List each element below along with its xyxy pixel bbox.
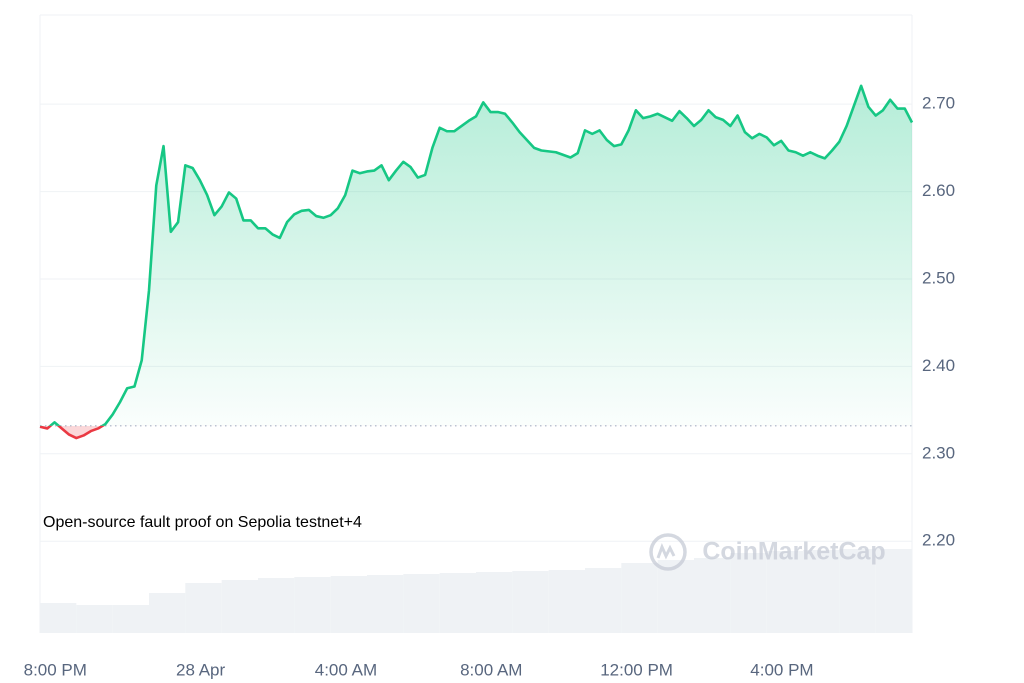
y-tick-label: 2.70	[922, 94, 955, 113]
area-up	[50, 85, 912, 426]
y-tick-label: 2.30	[922, 443, 955, 462]
volume-bar	[476, 572, 513, 633]
line-layer	[39, 84, 914, 440]
x-tick-label: 28 Apr	[176, 660, 225, 679]
volume-bar	[149, 593, 186, 633]
volume-bar	[512, 571, 549, 633]
volume-bar	[403, 574, 440, 633]
volume-bar	[803, 550, 840, 633]
volume-bar	[839, 549, 876, 633]
x-tick-label: 8:00 PM	[24, 660, 87, 679]
watermark-logo	[656, 542, 676, 560]
volume-bar	[875, 549, 912, 633]
volume-bar	[40, 603, 77, 633]
volume-bar	[258, 578, 295, 633]
volume-bar	[112, 605, 149, 633]
y-tick-label: 2.50	[922, 268, 955, 287]
watermark-logo	[649, 533, 687, 571]
volume-bar	[585, 568, 622, 633]
volume-bar	[330, 576, 367, 633]
volume-bar	[294, 577, 331, 633]
x-tick-label: 8:00 AM	[460, 660, 522, 679]
volume-bar	[221, 580, 258, 633]
price-line-up	[40, 84, 914, 426]
watermark: CoinMarketCap	[649, 533, 886, 571]
y-tick-label: 2.60	[922, 181, 955, 200]
volume-bar	[76, 605, 113, 633]
x-tick-label: 4:00 AM	[315, 660, 377, 679]
volume-bar	[548, 570, 585, 633]
x-tick-label: 12:00 PM	[600, 660, 673, 679]
volume-bar	[730, 553, 767, 633]
volume-bar	[621, 563, 658, 633]
y-tick-label: 2.20	[922, 531, 955, 550]
volume-bar	[185, 583, 222, 633]
volume-bar	[766, 551, 803, 633]
volume-bar	[439, 573, 476, 633]
x-tick-label: 4:00 PM	[750, 660, 813, 679]
volume-bar	[657, 560, 694, 633]
y-tick-label: 2.40	[922, 356, 955, 375]
volume-bar	[367, 575, 404, 633]
watermark-text: CoinMarketCap	[702, 538, 885, 566]
annotation: Open-source fault proof on Sepolia testn…	[43, 514, 362, 531]
volume-layer	[40, 549, 912, 633]
volume-bar	[694, 558, 731, 633]
